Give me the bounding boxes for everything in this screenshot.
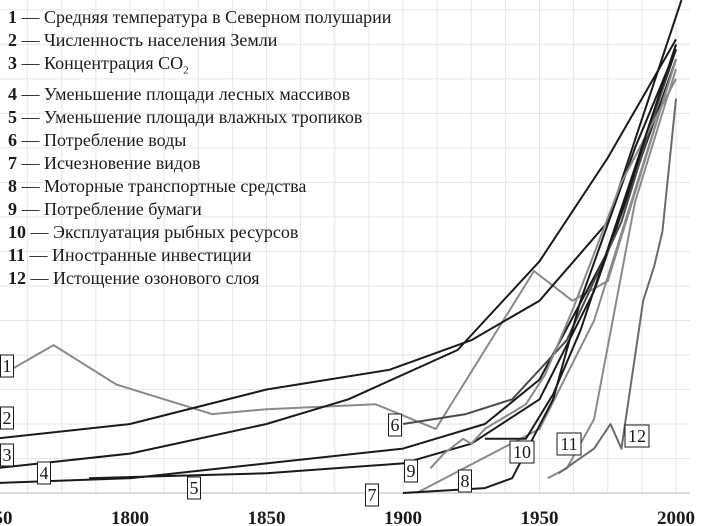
series-line-10 xyxy=(484,44,677,440)
legend-label: Численность населения Земли xyxy=(44,30,278,50)
series-line-2 xyxy=(0,0,683,440)
legend-dash: — xyxy=(17,129,44,150)
legend-number: 4 xyxy=(8,83,17,104)
legend-entry-6: 6 — Потребление воды xyxy=(8,129,391,152)
x-tick-label: 1750 xyxy=(0,508,13,526)
legend-number: 7 xyxy=(8,152,17,173)
series-label-box-5 xyxy=(187,476,201,500)
series-label-10: 10 xyxy=(513,442,531,462)
legend-label: Средняя температура в Северном полушарии xyxy=(44,7,392,27)
legend-dash: — xyxy=(26,221,53,242)
legend-number: 12 xyxy=(8,267,26,288)
legend-dash: — xyxy=(17,83,44,104)
series-line-7 xyxy=(416,58,677,494)
legend-entry-1: 1 — Средняя температура в Северном полуш… xyxy=(8,6,391,29)
legend-label: Иностранные инвестиции xyxy=(52,244,252,265)
legend-dash: — xyxy=(26,267,53,288)
legend-dash: — xyxy=(17,152,44,173)
series-label-box-2 xyxy=(0,406,14,430)
legend-number: 1 xyxy=(8,7,17,27)
legend-number: 2 xyxy=(8,30,17,50)
legend-entry-12: 12 — Истощение озонового слоя xyxy=(8,267,391,290)
legend-label: Исчезновение видов xyxy=(44,152,201,173)
legend-entry-9: 9 — Потребление бумаги xyxy=(8,198,391,221)
series-line-3 xyxy=(0,38,677,469)
series-label-12: 12 xyxy=(628,426,646,446)
legend-label: Уменьшение площади лесных массивов xyxy=(44,83,351,104)
series-label-box-12 xyxy=(624,424,650,448)
x-tick-label: 1850 xyxy=(248,508,286,526)
legend-number: 11 xyxy=(8,244,26,265)
legend-entry-2: 2 — Численность населения Земли xyxy=(8,29,391,52)
legend-dash: — xyxy=(17,53,44,73)
series-label-9: 9 xyxy=(407,461,416,481)
legend-entry-7: 7 — Исчезновение видов xyxy=(8,152,391,175)
legend-entry-10: 10 — Эксплуатация рыбных ресурсов xyxy=(8,221,391,244)
legend-label: Истощение озонового слоя xyxy=(53,267,260,288)
legend-entry-4: 4 — Уменьшение площади лесных массивов xyxy=(8,83,391,106)
series-label-box-6 xyxy=(388,413,402,437)
series-label-box-8 xyxy=(458,469,472,493)
legend-label: Моторные транспортные средства xyxy=(44,175,307,196)
series-label-2: 2 xyxy=(3,408,12,428)
x-tick-label: 1900 xyxy=(384,508,422,526)
series-label-box-1 xyxy=(0,354,14,378)
series-line-11 xyxy=(547,68,677,480)
x-tick-label: 2000 xyxy=(657,508,695,526)
series-label-box-4 xyxy=(37,461,51,485)
series-label-11: 11 xyxy=(560,434,577,454)
legend-dash: — xyxy=(25,244,53,265)
legend-label: Эксплуатация рыбных ресурсов xyxy=(53,221,299,242)
series-label-1: 1 xyxy=(3,356,12,376)
series-line-9 xyxy=(429,78,677,470)
legend-entry-5: 5 — Уменьшение площади влажных тропиков xyxy=(8,106,391,129)
legend-dash: — xyxy=(17,30,44,50)
series-label-4: 4 xyxy=(40,463,49,483)
legend-dash: — xyxy=(17,198,44,219)
legend-entry-3: 3 — Концентрация CO2 xyxy=(8,52,391,83)
legend-entry-8: 8 — Моторные транспортные средства xyxy=(8,175,391,198)
series-label-box-11 xyxy=(556,432,582,456)
legend-number: 3 xyxy=(8,53,17,73)
x-tick-label: 1800 xyxy=(111,508,149,526)
legend-entry-11: 11 — Иностранные инвестиции xyxy=(8,244,391,267)
legend-dash: — xyxy=(17,106,44,127)
series-label-7: 7 xyxy=(368,485,377,505)
series-label-3: 3 xyxy=(3,445,12,465)
legend-dash: — xyxy=(17,7,44,27)
series-line-8 xyxy=(402,48,677,494)
series-label-8: 8 xyxy=(461,471,470,491)
legend-label: Концентрация CO2 xyxy=(44,53,189,77)
x-tick-label: 1950 xyxy=(521,508,559,526)
series-label-6: 6 xyxy=(391,415,400,435)
legend-label: Уменьшение площади влажных тропиков xyxy=(44,106,363,127)
series-label-box-7 xyxy=(365,483,379,507)
legend-number: 10 xyxy=(8,221,26,242)
legend: 1 — Средняя температура в Северном полуш… xyxy=(8,6,391,290)
legend-label: Потребление воды xyxy=(44,129,187,150)
legend-number: 6 xyxy=(8,129,17,150)
series-label-box-3 xyxy=(0,443,14,467)
legend-label: Потребление бумаги xyxy=(44,198,202,219)
legend-number: 5 xyxy=(8,106,17,127)
legend-dash: — xyxy=(17,175,44,196)
series-line-6 xyxy=(402,44,677,425)
series-label-5: 5 xyxy=(190,478,199,498)
legend-number: 9 xyxy=(8,198,17,219)
series-label-box-9 xyxy=(404,459,418,483)
legend-number: 8 xyxy=(8,175,17,196)
series-label-box-10 xyxy=(509,440,535,464)
series-line-12 xyxy=(558,98,677,475)
